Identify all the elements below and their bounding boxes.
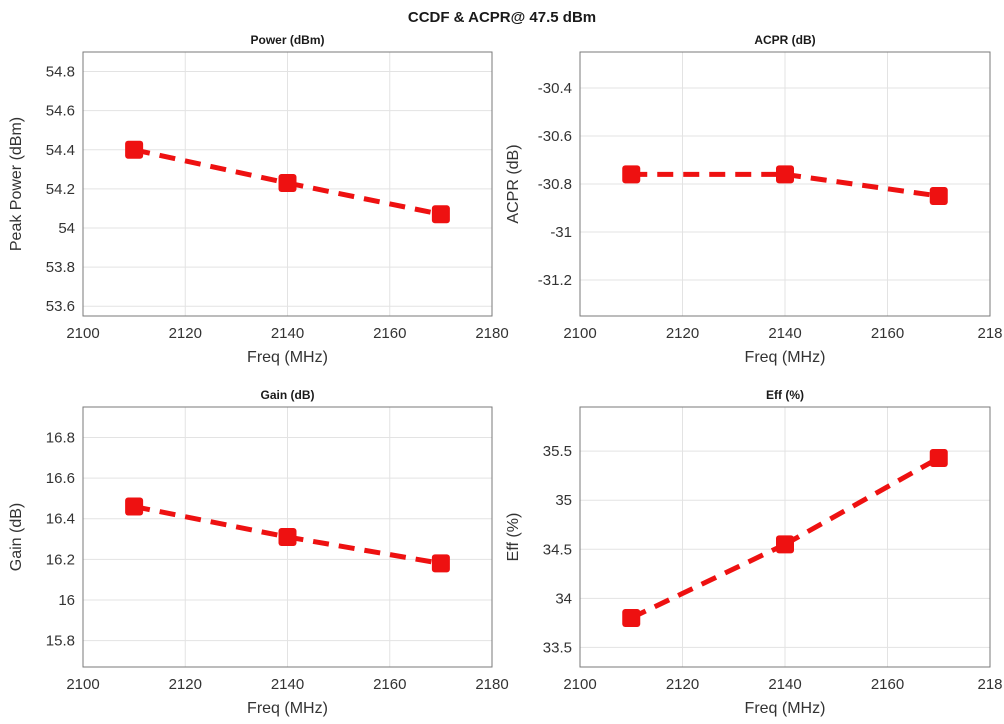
- y-tick-label: 34.5: [543, 541, 572, 558]
- data-point: [125, 140, 144, 159]
- y-tick-label: 53.6: [46, 298, 75, 315]
- axes-frame: [82, 51, 493, 317]
- axes-frame: [579, 51, 991, 317]
- series-line-segment: [630, 542, 787, 621]
- subplot-title: Power (dBm): [250, 33, 324, 47]
- y-tick-label: 16.2: [46, 551, 75, 568]
- subplot-power: 2100 2120 2140 2160 2180 53.6 53.8 54 54.2 54.4 54…: [8, 33, 509, 366]
- y-axis-label: Eff (%): [505, 513, 522, 562]
- subplot-acpr: 2100 2120 2140 2160 218 -31.2 -31 -30.8 -30.6 -30…: [505, 33, 1003, 366]
- series-line-segment: [133, 504, 288, 540]
- x-tick-label: 218: [977, 676, 1002, 693]
- x-tick-label: 2160: [871, 325, 904, 342]
- y-tick-label: -30.6: [538, 128, 572, 145]
- y-axis-label: Gain (dB): [8, 503, 25, 571]
- data-point: [929, 449, 948, 468]
- x-axis-label: Freq (MHz): [745, 700, 826, 717]
- data-point: [929, 187, 948, 205]
- x-axis-label: Freq (MHz): [745, 349, 826, 366]
- y-tick-label: 16: [58, 592, 75, 609]
- series-line-segment: [133, 147, 289, 186]
- x-tick-label: 2120: [666, 676, 699, 693]
- axes-frame: [82, 406, 493, 668]
- y-tick-label: 33.5: [543, 639, 572, 656]
- x-tick-label: 2180: [475, 676, 508, 693]
- x-tick-label: 2160: [373, 676, 406, 693]
- data-point: [776, 535, 794, 554]
- y-tick-label: 54: [58, 220, 75, 237]
- data-point: [431, 205, 450, 224]
- subplot-eff: 2100 2120 2140 2160 218 33.5 34 34.5 35 35.5 Eff (…: [505, 388, 1003, 717]
- subplot-grid: 2100 2120 2140 2160 2180 53.6 53.8 54 54.2 54.4 54…: [8, 33, 1003, 717]
- y-axis-label: ACPR (dB): [505, 144, 522, 223]
- data-point: [278, 174, 297, 193]
- y-tick-label: 54.8: [46, 64, 75, 81]
- x-tick-label: 2140: [768, 325, 801, 342]
- y-tick-label: -31: [550, 224, 572, 241]
- y-tick-label: 54.6: [46, 103, 75, 120]
- y-tick-label: 16.6: [46, 470, 75, 487]
- x-tick-label: 2120: [666, 325, 699, 342]
- subplot-title: Eff (%): [766, 388, 804, 402]
- y-tick-label: -30.8: [538, 176, 572, 193]
- x-tick-label: 2100: [66, 676, 99, 693]
- x-axis-label: Freq (MHz): [247, 349, 328, 366]
- x-tick-label: 2160: [373, 325, 406, 342]
- y-tick-label: 34: [555, 590, 572, 607]
- data-point: [125, 497, 144, 516]
- data-point: [776, 165, 794, 184]
- x-tick-label: 2120: [169, 325, 202, 342]
- figure-title: CCDF & ACPR@ 47.5 dBm: [408, 9, 596, 26]
- axes-frame: [579, 406, 991, 668]
- x-tick-label: 2140: [271, 676, 304, 693]
- x-tick-label: 2100: [563, 676, 596, 693]
- subplot-title: Gain (dB): [261, 388, 315, 402]
- x-tick-label: 2100: [66, 325, 99, 342]
- y-tick-label: 35: [555, 492, 572, 509]
- y-tick-label: -31.2: [538, 272, 572, 289]
- y-axis-label: Peak Power (dBm): [8, 117, 25, 251]
- y-tick-label: 35.5: [543, 443, 572, 460]
- x-tick-label: 2100: [563, 325, 596, 342]
- x-axis-label: Freq (MHz): [247, 700, 328, 717]
- y-tick-label: 16.4: [46, 511, 75, 528]
- series-line-segment: [287, 180, 442, 217]
- x-tick-label: 2140: [271, 325, 304, 342]
- data-point: [622, 608, 641, 627]
- x-tick-label: 2140: [768, 676, 801, 693]
- data-point: [278, 528, 297, 546]
- data-point: [431, 554, 450, 573]
- subplot-title: ACPR (dB): [754, 33, 815, 47]
- y-tick-label: 54.2: [46, 181, 75, 198]
- y-tick-label: 15.8: [46, 633, 75, 650]
- y-tick-label: 54.4: [46, 142, 75, 159]
- x-tick-label: 2160: [871, 676, 904, 693]
- series-line-segment: [783, 455, 940, 547]
- y-tick-label: 53.8: [46, 259, 75, 276]
- x-tick-label: 2180: [475, 325, 508, 342]
- y-tick-label: -30.4: [538, 80, 572, 97]
- x-tick-label: 2120: [169, 676, 202, 693]
- x-tick-label: 218: [977, 325, 1002, 342]
- data-point: [622, 165, 641, 184]
- subplot-gain: 2100 2120 2140 2160 2180 15.8 16 16.2 16.4 16.6 16…: [8, 388, 509, 717]
- y-tick-label: 16.8: [46, 429, 75, 446]
